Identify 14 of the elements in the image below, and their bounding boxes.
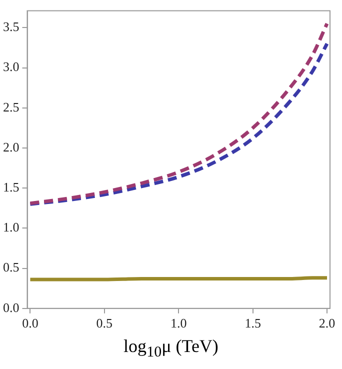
y-tick-label: 0.5 [3,260,20,275]
x-tick-label: 0.5 [96,316,113,331]
y-tick-label: 3.5 [3,19,20,34]
x-tick-label: 1.0 [170,316,187,331]
y-tick-label: 0.0 [3,300,20,315]
y-tick-label: 1.0 [3,220,20,235]
y-tick-label: 2.5 [3,99,20,114]
x-axis-title: log$_{10}$μ (TeV) [122,336,220,362]
y-tick-label: 2.0 [3,139,20,154]
y-tick-label: 3.0 [3,59,20,74]
x-tick-label: 2.0 [318,316,336,331]
x-tick-label: 1.5 [244,316,261,331]
y-tick-label: 1.5 [3,180,20,194]
x-tick-label: 0.0 [22,316,38,331]
